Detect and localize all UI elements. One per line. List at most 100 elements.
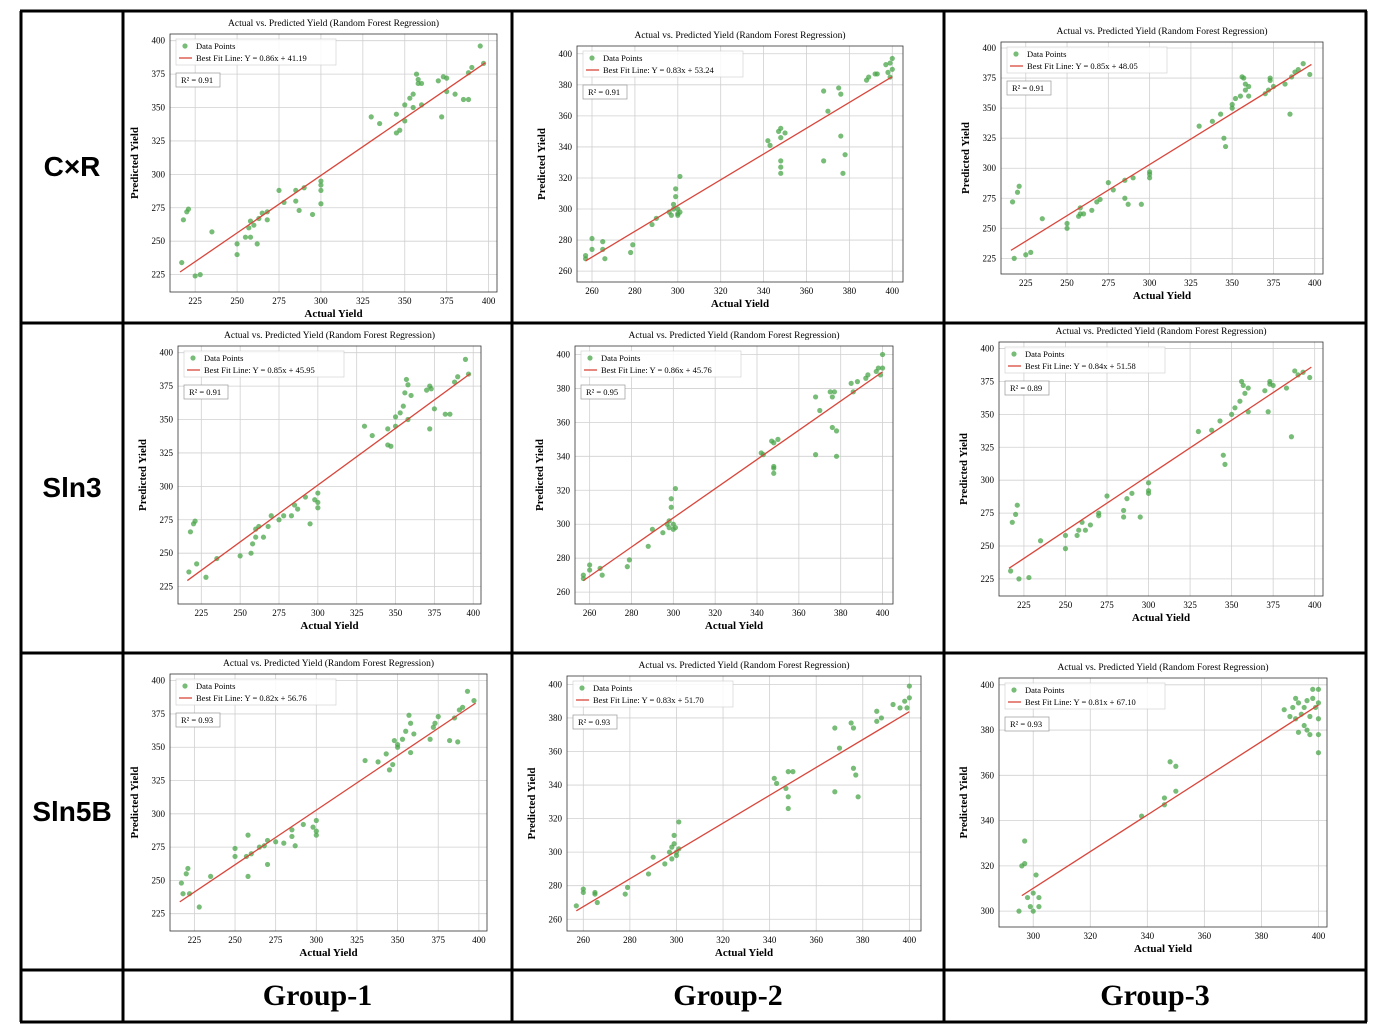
legend-box — [580, 350, 742, 378]
data-point — [649, 526, 656, 532]
data-point — [1173, 763, 1179, 769]
data-point — [249, 541, 256, 547]
x-tick-label: 325 — [350, 935, 364, 945]
data-point — [771, 470, 777, 476]
data-point — [390, 761, 396, 768]
data-point — [1147, 175, 1153, 181]
plot-area — [567, 676, 921, 931]
data-point — [415, 76, 421, 83]
x-tick-label: 400 — [472, 935, 486, 945]
data-point — [391, 737, 397, 744]
y-tick-label: 250 — [160, 548, 174, 558]
legend-points-label: Data Points — [196, 681, 235, 691]
y-tick-label: 275 — [152, 842, 166, 852]
data-point — [904, 705, 910, 711]
data-point — [1196, 123, 1202, 129]
data-point — [1009, 199, 1016, 205]
data-point — [673, 186, 679, 192]
y-tick-label: 360 — [557, 417, 571, 427]
data-point — [452, 91, 458, 97]
x-tick-label: 275 — [1102, 278, 1116, 288]
data-point — [874, 718, 880, 724]
y-tick-label: 375 — [152, 709, 166, 719]
y-tick-label: 400 — [559, 49, 573, 59]
legend: Data Points Best Fit Line: Y = 0.85x + 45… — [183, 350, 345, 378]
data-point — [589, 246, 595, 252]
data-point — [209, 229, 215, 235]
r2-box — [1004, 380, 1050, 396]
x-axis-label: Actual Yield — [711, 298, 769, 310]
data-point — [848, 720, 854, 726]
data-point — [889, 66, 895, 72]
data-point — [315, 490, 321, 496]
data-point — [1037, 538, 1044, 544]
x-tick-label: 350 — [398, 296, 412, 306]
r2-label: R² = 0.91 — [181, 75, 213, 85]
legend-box — [582, 50, 744, 78]
legend-point-marker — [1011, 687, 1017, 693]
y-tick-label: 350 — [983, 103, 997, 113]
data-point — [1030, 890, 1036, 896]
data-point — [1125, 201, 1131, 207]
data-point — [1246, 93, 1252, 99]
data-point — [183, 871, 189, 877]
y-tick-label: 375 — [160, 381, 174, 391]
data-point — [310, 824, 316, 830]
x-tick-label: 225 — [195, 608, 209, 618]
x-axis-label: Actual Yield — [299, 947, 357, 959]
x-tick-label: 250 — [1059, 600, 1073, 610]
best-fit-line — [179, 62, 486, 273]
data-point — [1104, 493, 1110, 499]
data-point — [368, 114, 374, 120]
data-point — [1237, 398, 1243, 404]
legend-line-label: Best Fit Line: Y = 0.83x + 51.70 — [593, 695, 704, 705]
best-fit-line — [1021, 704, 1319, 897]
x-tick-label: 400 — [466, 608, 480, 618]
data-point — [1307, 731, 1313, 738]
data-point — [444, 75, 450, 81]
data-point — [260, 534, 267, 540]
chart-sln5b-group3: Actual vs. Predicted Yield (Random Fores… — [958, 662, 1328, 955]
r2-label: R² = 0.91 — [189, 387, 221, 397]
data-point — [281, 840, 287, 846]
data-point — [838, 133, 844, 139]
legend-line-label: Best Fit Line: Y = 0.85x + 48.05 — [1027, 61, 1138, 71]
data-point — [782, 130, 788, 136]
data-point — [435, 714, 441, 720]
chart-sln3-group2: Actual vs. Predicted Yield (Random Fores… — [534, 330, 894, 632]
data-point — [630, 242, 636, 248]
x-tick-label: 280 — [628, 286, 642, 296]
y-tick-label: 250 — [152, 236, 166, 246]
y-tick-label: 260 — [549, 914, 563, 924]
legend-box — [183, 350, 345, 378]
x-tick-label: 225 — [1019, 278, 1033, 288]
row-label-cxr: C×R — [43, 151, 101, 182]
data-point — [406, 712, 412, 718]
data-point — [315, 499, 321, 506]
plot-area — [1001, 42, 1323, 274]
data-point — [624, 884, 631, 890]
best-fit-line — [585, 76, 893, 262]
data-point — [1033, 872, 1039, 878]
chart-title: Actual vs. Predicted Yield (Random Fores… — [228, 18, 439, 29]
x-tick-label: 280 — [625, 608, 639, 618]
group-label-1: Group-1 — [262, 979, 373, 1012]
data-point — [402, 102, 408, 108]
data-point — [831, 389, 838, 395]
y-tick-label: 300 — [152, 169, 166, 179]
legend-point-marker — [589, 55, 595, 61]
row-label-sln3: Sln3 — [42, 472, 102, 503]
data-point — [313, 828, 319, 834]
legend-point-marker — [1013, 51, 1019, 57]
x-tick-label: 300 — [671, 286, 685, 296]
y-tick-label: 320 — [981, 861, 995, 871]
y-tick-label: 375 — [983, 73, 997, 83]
y-tick-label: 280 — [549, 881, 563, 891]
y-tick-label: 375 — [981, 376, 995, 386]
y-tick-label: 380 — [549, 713, 563, 723]
data-point — [875, 365, 881, 371]
data-point — [902, 698, 908, 704]
data-point — [439, 114, 445, 120]
data-point — [838, 91, 844, 97]
data-point — [430, 724, 436, 730]
